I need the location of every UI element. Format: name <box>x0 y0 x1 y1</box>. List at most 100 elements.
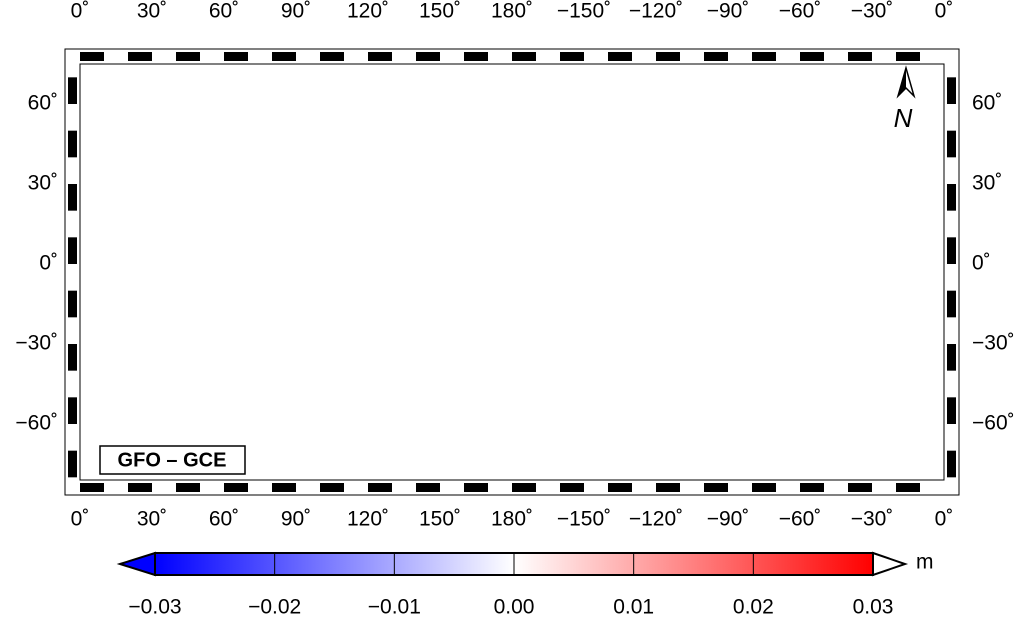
lon-label-top: 0˚ <box>935 0 954 23</box>
frame-block <box>848 52 872 61</box>
frame-block <box>368 483 392 492</box>
frame-block <box>656 483 680 492</box>
frame-block <box>608 483 632 492</box>
frame-inner <box>79 63 945 481</box>
map-label: GFO – GCE <box>118 449 227 471</box>
frame-block <box>68 450 77 478</box>
lon-label-bottom: 150˚ <box>419 508 461 531</box>
colorbar-high-triangle <box>872 551 909 577</box>
colorbar-unit: m <box>916 551 934 574</box>
label-box <box>99 445 246 475</box>
frame-block <box>68 184 77 211</box>
lat-label-right: 0˚ <box>972 252 991 275</box>
frame-block <box>80 52 104 61</box>
frame-block <box>272 52 296 61</box>
colorbar-tick-label: 0.03 <box>853 596 894 619</box>
frame-block <box>416 52 440 61</box>
lon-label-bottom: 180˚ <box>491 508 533 531</box>
frame-block <box>68 77 77 104</box>
lon-label-bottom: 90˚ <box>281 508 311 531</box>
map-frame <box>64 48 960 496</box>
axis-labels: 0˚ 30˚ 60˚ 90˚ 120˚ 150˚ 180˚ −150˚ −120˚ −90˚ −60… <box>15 0 1014 531</box>
north-label: N <box>894 103 913 133</box>
colorbar-tick-label: −0.02 <box>248 596 301 619</box>
lat-label-right: −30˚ <box>972 332 1015 355</box>
frame-block <box>704 52 728 61</box>
frame-block <box>800 483 824 492</box>
frame-block <box>272 483 296 492</box>
lon-label-top: −60˚ <box>779 0 822 23</box>
lat-label-left: −60˚ <box>15 412 58 435</box>
lon-label-top: 60˚ <box>209 0 239 23</box>
frame-block <box>512 52 536 61</box>
lon-label-bottom: 120˚ <box>347 508 389 531</box>
frame-block <box>896 483 920 492</box>
lon-label-top: 150˚ <box>419 0 461 23</box>
frame-block <box>947 130 956 158</box>
frame-block <box>947 237 956 264</box>
frame-block <box>368 52 392 61</box>
frame-block <box>608 52 632 61</box>
lat-label-right: 60˚ <box>972 92 1002 115</box>
lon-label-bottom: 30˚ <box>137 508 167 531</box>
frame-block <box>848 483 872 492</box>
lon-label-bottom: −90˚ <box>707 508 750 531</box>
lat-label-left: 60˚ <box>28 92 58 115</box>
frame-block <box>560 52 584 61</box>
frame-block <box>947 344 956 371</box>
lon-label-bottom: −30˚ <box>851 508 894 531</box>
frame-block <box>128 52 152 61</box>
colorbar-tick-label: 0.00 <box>494 596 535 619</box>
frame-block <box>224 52 248 61</box>
frame-block <box>704 483 728 492</box>
frame-block <box>947 450 956 478</box>
frame-block <box>68 130 77 158</box>
lon-label-bottom: −120˚ <box>629 508 683 531</box>
frame-block <box>752 52 776 61</box>
lon-label-top: 120˚ <box>347 0 389 23</box>
frame-block <box>68 290 77 318</box>
frame-block <box>320 483 344 492</box>
lat-label-right: −60˚ <box>972 412 1015 435</box>
colorbar-tick-label: −0.01 <box>368 596 421 619</box>
lon-label-bottom: 60˚ <box>209 508 239 531</box>
frame-block <box>656 52 680 61</box>
frame-block <box>68 344 77 371</box>
frame-block <box>320 52 344 61</box>
lon-label-bottom: −60˚ <box>779 508 822 531</box>
colorbar-tick-label: −0.03 <box>128 596 181 619</box>
lat-label-left: 30˚ <box>28 172 58 195</box>
frame-block <box>947 184 956 211</box>
frame-block <box>176 483 200 492</box>
lat-label-left: 0˚ <box>39 252 58 275</box>
frame-block <box>464 52 488 61</box>
frame-block <box>176 52 200 61</box>
lon-label-top: −30˚ <box>851 0 894 23</box>
colorbar: m −0.03 −0.02 −0.01 0.00 0.01 0.02 0.03 <box>116 551 934 619</box>
frame-outer <box>64 48 960 496</box>
frame-block <box>752 483 776 492</box>
frame-block <box>560 483 584 492</box>
lon-label-top: −90˚ <box>707 0 750 23</box>
frame-block <box>800 52 824 61</box>
lon-label-top: 180˚ <box>491 0 533 23</box>
colorbar-low-triangle <box>116 551 156 577</box>
lat-label-right: 30˚ <box>972 172 1002 195</box>
lon-label-bottom: 0˚ <box>935 508 954 531</box>
frame-block <box>68 397 77 424</box>
frame-block <box>947 77 956 104</box>
lon-label-bottom: −150˚ <box>557 508 611 531</box>
colorbar-tick-label: 0.01 <box>613 596 654 619</box>
lon-label-top: 0˚ <box>71 0 90 23</box>
lon-label-top: 30˚ <box>137 0 167 23</box>
frame-block <box>224 483 248 492</box>
lon-label-top: 90˚ <box>281 0 311 23</box>
frame-block <box>80 483 104 492</box>
lon-label-top: −120˚ <box>629 0 683 23</box>
frame-block <box>68 237 77 264</box>
north-arrow-half <box>898 68 906 96</box>
colorbar-tick-label: 0.02 <box>733 596 774 619</box>
frame-block <box>947 290 956 318</box>
frame-block <box>512 483 536 492</box>
